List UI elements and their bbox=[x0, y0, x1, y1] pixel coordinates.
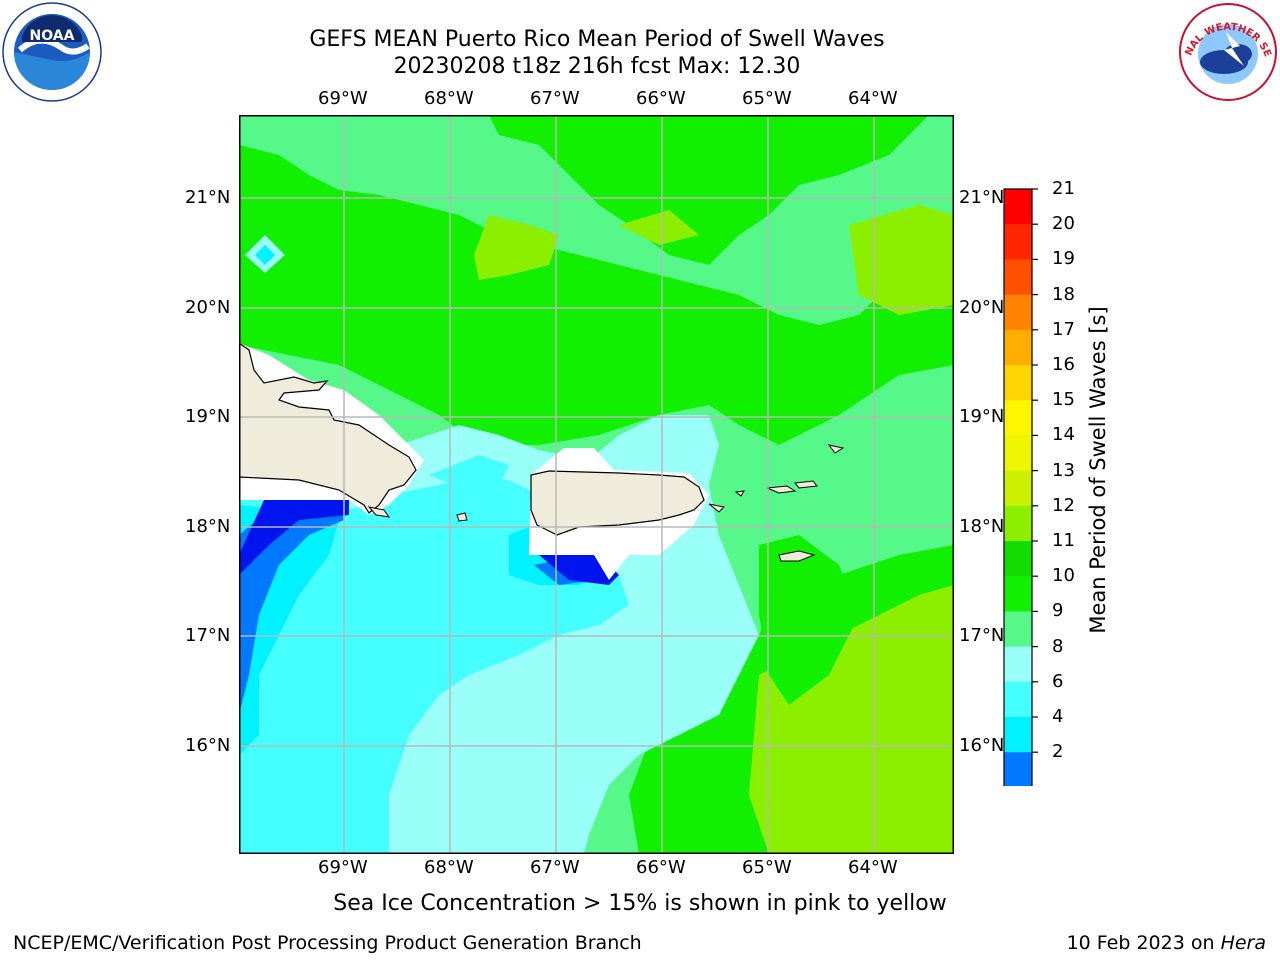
colorbar-segment bbox=[1004, 611, 1032, 648]
field-region-11-12-c bbox=[849, 205, 954, 315]
lat-label-right-20n: 20°N bbox=[959, 297, 1005, 318]
map-panel bbox=[239, 115, 954, 854]
lon-label-bottom-65w: 65°W bbox=[742, 857, 792, 878]
land-st-croix bbox=[778, 550, 816, 562]
field-region-10-11-b bbox=[759, 535, 859, 705]
land-vieques bbox=[708, 503, 726, 513]
colorbar-tick-label: 11 bbox=[1052, 530, 1075, 551]
colorbar-segment bbox=[1004, 541, 1032, 577]
lon-label-top-69w: 69°W bbox=[318, 88, 368, 109]
lon-label-top-64w: 64°W bbox=[848, 88, 898, 109]
lat-label-right-16n: 16°N bbox=[959, 735, 1005, 756]
footer-date-text: 10 Feb 2023 on bbox=[1066, 932, 1221, 954]
chart-title: GEFS MEAN Puerto Rico Mean Period of Swe… bbox=[309, 27, 885, 52]
noaa-logo-text: NOAA bbox=[30, 28, 75, 44]
lat-label-left-19n: 19°N bbox=[185, 406, 231, 427]
lon-label-bottom-67w: 67°W bbox=[530, 857, 580, 878]
lat-label-right-17n: 17°N bbox=[959, 625, 1005, 646]
field-region-9-10-north bbox=[239, 115, 954, 325]
land-culebra bbox=[734, 490, 745, 497]
lon-label-bottom-66w: 66°W bbox=[636, 857, 686, 878]
colorbar-tick-label: 10 bbox=[1052, 565, 1075, 587]
colorbar-tick-label: 9 bbox=[1052, 600, 1064, 622]
land-st-thomas bbox=[766, 485, 797, 494]
lat-label-left-18n: 18°N bbox=[185, 516, 231, 537]
footer-branch: NCEP/EMC/Verification Post Processing Pr… bbox=[13, 932, 642, 954]
colorbar-frame bbox=[1003, 188, 1033, 786]
colorbar-tick-label: 12 bbox=[1052, 494, 1075, 516]
sea-ice-note: Sea Ice Concentration > 15% is shown in … bbox=[333, 891, 947, 916]
lon-label-top-66w: 66°W bbox=[636, 88, 686, 109]
colorbar-segment bbox=[1004, 435, 1032, 472]
lon-label-bottom-68w: 68°W bbox=[424, 857, 474, 878]
colorbar-tick-label: 2 bbox=[1052, 741, 1064, 763]
colorbar-segment bbox=[1004, 717, 1032, 753]
nws-logo-icon: NATIONAL WEATHER SERVICE bbox=[1178, 2, 1277, 101]
lon-label-bottom-69w: 69°W bbox=[318, 857, 368, 878]
colorbar-tick-label: 8 bbox=[1052, 635, 1064, 657]
colorbar-segment bbox=[1004, 329, 1032, 366]
map-border bbox=[239, 115, 954, 854]
colorbar-tick-label: 20 bbox=[1052, 213, 1075, 235]
colorbar-segment bbox=[1004, 294, 1032, 331]
colorbar-label: Mean Period of Swell Waves [s] bbox=[1086, 306, 1110, 634]
lat-label-right-18n: 18°N bbox=[959, 516, 1005, 537]
field-region-below-2 bbox=[239, 500, 349, 575]
colorbar-tick-label: 17 bbox=[1052, 318, 1075, 340]
field-region-6-8-b bbox=[429, 455, 509, 487]
colorbar-segment bbox=[1004, 365, 1032, 401]
land-anegada bbox=[827, 444, 845, 454]
land-puerto-rico bbox=[530, 470, 705, 536]
land-hispaniola bbox=[239, 342, 417, 514]
lat-label-left-16n: 16°N bbox=[185, 735, 231, 756]
land-saona bbox=[367, 506, 391, 518]
colorbar-segment bbox=[1004, 646, 1032, 683]
land-tortola bbox=[794, 480, 818, 489]
lon-label-top-68w: 68°W bbox=[424, 88, 474, 109]
colorbar-tick-label: 6 bbox=[1052, 670, 1064, 692]
footer-machine: Hera bbox=[1220, 932, 1266, 954]
field-region-11-12-south bbox=[749, 585, 954, 854]
colorbar-segment bbox=[1004, 752, 1032, 786]
colorbar bbox=[1003, 188, 1038, 786]
colorbar-tick-label: 15 bbox=[1052, 389, 1075, 411]
colorbar-tick-label: 14 bbox=[1052, 424, 1075, 446]
field-region-2-4 bbox=[239, 500, 344, 715]
chart-subtitle: 20230208 t18z 216h fcst Max: 12.30 bbox=[393, 54, 801, 79]
colorbar-segment bbox=[1004, 189, 1032, 225]
colorbar-segment bbox=[1004, 681, 1032, 718]
colorbar-segment bbox=[1004, 470, 1032, 507]
lat-label-left-20n: 20°N bbox=[185, 297, 231, 318]
colorbar-tick-label: 19 bbox=[1052, 248, 1075, 270]
lon-label-bottom-64w: 64°W bbox=[848, 857, 898, 878]
graticule bbox=[239, 115, 954, 854]
field-region-11-12-b bbox=[619, 210, 699, 245]
colorbar-segment bbox=[1004, 224, 1032, 260]
colorbar-segment bbox=[1004, 576, 1032, 612]
lon-label-top-67w: 67°W bbox=[530, 88, 580, 109]
land-mona bbox=[456, 512, 468, 522]
lat-label-left-21n: 21°N bbox=[185, 187, 231, 208]
lat-label-right-21n: 21°N bbox=[959, 187, 1005, 208]
field-region-11-12-a bbox=[474, 215, 559, 280]
colorbar-segment bbox=[1004, 505, 1032, 542]
footer-date: 10 Feb 2023 on Hera bbox=[1067, 932, 1266, 954]
lat-label-right-19n: 19°N bbox=[959, 406, 1005, 427]
colorbar-segment bbox=[1004, 400, 1032, 436]
colorbar-tick-label: 4 bbox=[1052, 706, 1064, 727]
colorbar-tick-label: 18 bbox=[1052, 283, 1075, 305]
colorbar-tick-label: 16 bbox=[1052, 354, 1075, 375]
colorbar-segment bbox=[1004, 259, 1032, 296]
lat-label-left-17n: 17°N bbox=[185, 625, 231, 646]
lon-label-top-65w: 65°W bbox=[742, 88, 792, 109]
colorbar-tick-label: 13 bbox=[1052, 459, 1075, 481]
noaa-logo-icon: NOAA bbox=[2, 2, 102, 102]
colorbar-tick-label: 21 bbox=[1052, 178, 1075, 199]
